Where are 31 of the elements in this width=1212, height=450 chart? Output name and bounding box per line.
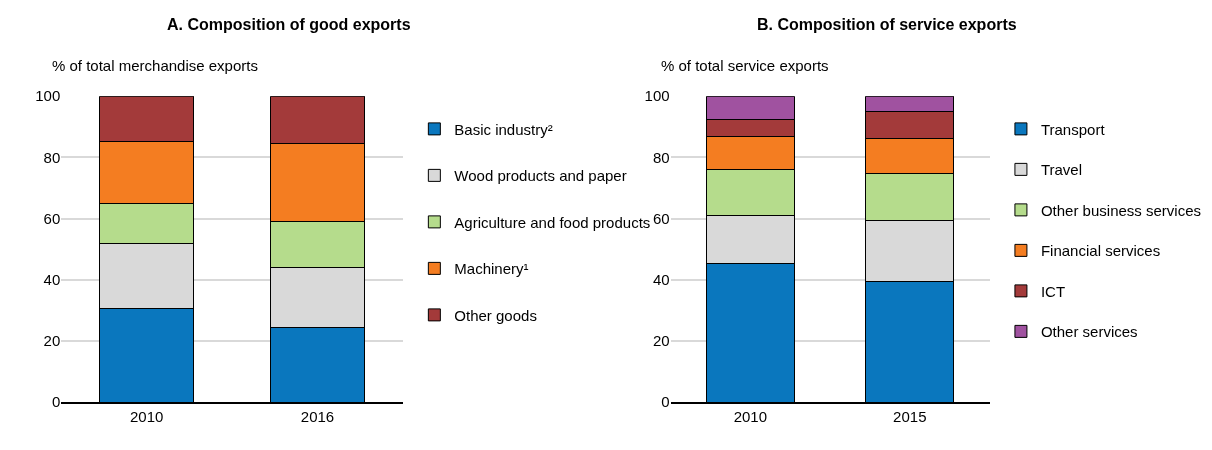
y-tick-label: 0 [51,393,61,411]
y-axis-title: % of total service exports [661,57,829,74]
legend-label: Wood products and paper [454,167,627,185]
chart-title: A. Composition of good exports [167,16,411,33]
legend-label: Agriculture and food products [454,213,651,231]
y-tick-label: 60 [43,209,61,227]
legend-label: Basic industry² [454,120,553,138]
y-tick-label: 0 [661,393,670,411]
legend-label: Machinery¹ [454,260,529,278]
legend-label: Transport [1040,120,1106,138]
x-tick-label: 2010 [733,407,768,425]
y-tick-label: 80 [43,148,61,166]
y-tick-label: 20 [652,332,670,350]
legend-label: Travel [1040,161,1083,179]
legend-label: Other business services [1040,201,1202,219]
y-tick-label: 100 [35,87,61,105]
y-tick-label: 40 [43,271,61,289]
legend-label: Other goods [454,306,537,324]
legend-label: ICT [1040,282,1066,300]
x-tick-label: 2016 [300,407,335,425]
y-tick-label: 40 [652,271,670,289]
x-tick-label: 2015 [893,407,927,425]
legend-label: Other services [1040,323,1138,341]
y-tick-label: 100 [644,87,670,105]
legend-label: Financial services [1040,242,1161,260]
x-tick-label: 2010 [130,407,164,425]
chart-title: B. Composition of service exports [757,16,1017,33]
y-tick-label: 20 [43,332,61,350]
y-tick-label: 60 [652,209,670,227]
y-tick-label: 80 [652,148,670,166]
y-axis-title: % of total merchandise exports [52,57,258,74]
